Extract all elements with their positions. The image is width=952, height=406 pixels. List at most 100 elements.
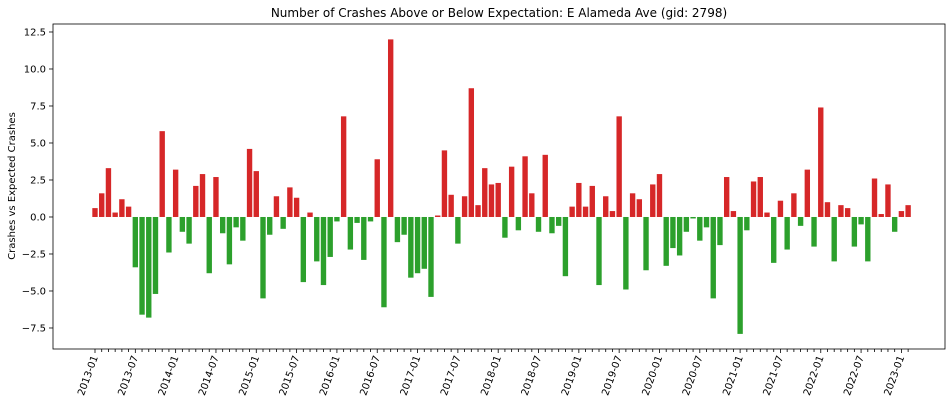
bar: [710, 216, 716, 299]
bar: [482, 168, 488, 217]
bar: [327, 216, 333, 257]
bar: [764, 212, 770, 217]
bar: [629, 193, 636, 217]
bar: [683, 216, 690, 232]
bar: [818, 107, 824, 217]
bar: [273, 196, 280, 217]
plot-frame: [52, 23, 946, 350]
bar: [771, 216, 777, 263]
bar: [139, 216, 145, 315]
bar: [898, 211, 905, 217]
bar: [549, 216, 555, 234]
y-tick-label: 5.0: [30, 138, 46, 149]
bar: [690, 216, 696, 219]
bar: [643, 216, 649, 271]
y-tick-label: −2.5: [22, 249, 46, 260]
bar: [260, 216, 266, 299]
bar: [287, 187, 293, 217]
bar: [166, 216, 172, 253]
bar: [193, 185, 199, 217]
bar: [105, 168, 112, 217]
bar: [542, 154, 548, 217]
bar: [401, 216, 407, 235]
bar: [186, 216, 192, 244]
bar: [92, 208, 98, 217]
bar: [267, 216, 273, 235]
bar: [784, 216, 790, 250]
bar: [838, 205, 844, 217]
bar: [811, 216, 817, 247]
bar: [562, 216, 569, 277]
bar: [213, 177, 219, 217]
bar: [314, 216, 320, 262]
bar: [851, 216, 858, 247]
bar: [502, 216, 508, 238]
bar: [737, 216, 743, 334]
bar: [233, 216, 239, 228]
bar: [246, 148, 253, 217]
bar: [871, 178, 878, 217]
bar: [555, 216, 562, 226]
bar: [757, 177, 763, 217]
bar: [206, 216, 212, 274]
bar: [878, 214, 884, 217]
bar: [508, 166, 515, 217]
bar: [381, 216, 387, 308]
y-tick-label: 10.0: [24, 64, 46, 75]
bar: [616, 116, 622, 217]
bar: [730, 211, 737, 217]
bar: [744, 216, 750, 231]
bar: [226, 216, 233, 265]
bar: [522, 156, 528, 217]
bar: [421, 216, 427, 269]
bar: [865, 216, 871, 262]
bar: [367, 216, 374, 222]
bar: [905, 205, 911, 217]
bar: [609, 211, 616, 217]
bar: [119, 199, 125, 217]
bar: [495, 182, 501, 217]
bar: [515, 216, 522, 231]
bar: [408, 216, 414, 278]
bar: [535, 216, 542, 232]
bar: [179, 216, 186, 232]
bar: [723, 177, 730, 217]
bar: [435, 215, 441, 217]
bar: [797, 216, 804, 226]
bar: [394, 216, 401, 243]
bar: [750, 181, 757, 217]
bar: [219, 216, 226, 234]
bar: [112, 212, 118, 217]
bar: [253, 171, 259, 217]
y-tick-label: 12.5: [24, 27, 46, 38]
bar: [361, 216, 367, 260]
bar: [347, 216, 354, 250]
bar: [623, 216, 629, 290]
y-tick-label: −7.5: [22, 323, 46, 334]
bar: [461, 196, 468, 217]
y-tick-label: 7.5: [30, 101, 46, 112]
bar: [676, 216, 683, 256]
y-tick-label: −5.0: [22, 286, 46, 297]
bar: [354, 216, 360, 223]
bar: [125, 206, 132, 217]
bar: [636, 199, 643, 217]
bar: [844, 208, 851, 217]
bar: [569, 206, 575, 217]
bar: [455, 216, 461, 244]
bar: [777, 200, 784, 217]
bar: [670, 216, 676, 249]
bar: [703, 216, 710, 228]
bar: [152, 216, 159, 294]
bar: [582, 206, 589, 217]
y-axis-label: Crashes vs Expected Crashes: [7, 112, 18, 260]
chart-title: Number of Crashes Above or Below Expecta…: [271, 6, 727, 20]
bar: [132, 216, 139, 268]
bar: [99, 193, 105, 217]
bar: [656, 174, 663, 217]
bar: [576, 182, 582, 217]
bar: [334, 216, 340, 222]
bar: [448, 194, 454, 217]
bar: [717, 216, 723, 246]
